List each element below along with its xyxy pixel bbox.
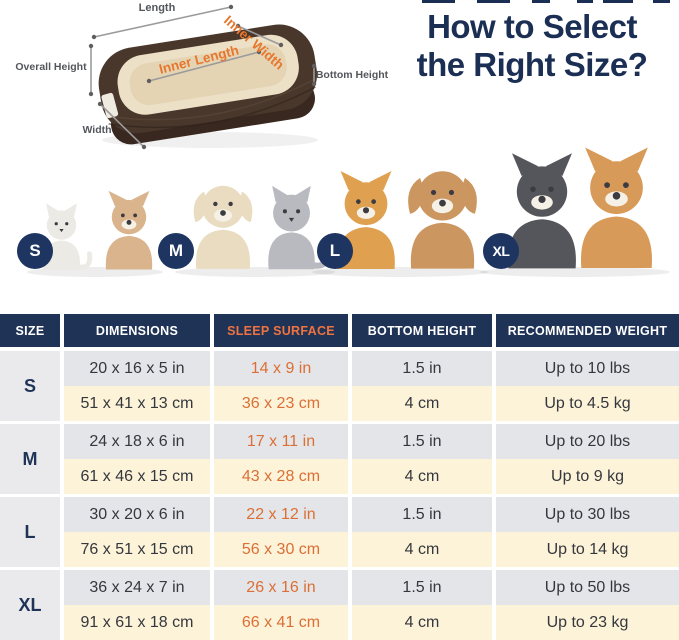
shiba-inu-icon [581, 147, 652, 269]
weight-lbs: Up to 50 lbs [496, 570, 679, 605]
page-title: How to Select the Right Size? [385, 8, 679, 83]
col-header-sleep-surface: SLEEP SURFACE [214, 314, 348, 347]
table-row-group-l: L 30 x 20 x 6 in 22 x 12 in 1.5 in Up to… [0, 497, 679, 567]
weight-kg: Up to 9 kg [496, 459, 679, 494]
bed-dimension-diagram: Length Overall Height Width Bottom Heigh… [15, 2, 389, 150]
pets-size-comparison [27, 147, 670, 277]
sleep-surface-cm: 36 x 23 cm [214, 386, 348, 421]
weight-kg: Up to 14 kg [496, 532, 679, 567]
size-badge-m: M [158, 233, 194, 269]
sleep-surface-cm: 43 x 28 cm [214, 459, 348, 494]
sleep-surface-in: 26 x 16 in [214, 570, 348, 605]
weight-kg: Up to 23 kg [496, 605, 679, 640]
table-header-row: SIZE DIMENSIONS SLEEP SURFACE BOTTOM HEI… [0, 314, 679, 347]
sleep-surface-in: 14 x 9 in [214, 351, 348, 386]
title-line-2: the Right Size? [416, 45, 648, 83]
weight-kg: Up to 4.5 kg [496, 386, 679, 421]
bottom-height-in: 1.5 in [352, 351, 492, 386]
size-label: S [0, 351, 60, 421]
dimensions-cm: 61 x 46 x 15 cm [64, 459, 210, 494]
title-line-1: How to Select [427, 8, 637, 45]
size-label: L [0, 497, 60, 567]
pet-bed-illustration [98, 24, 318, 145]
col-header-recommended-weight: RECOMMENDED WEIGHT [496, 314, 679, 347]
bottom-height-cm: 4 cm [352, 459, 492, 494]
table-row-group-xl: XL 36 x 24 x 7 in 26 x 16 in 1.5 in Up t… [0, 570, 679, 640]
weight-lbs: Up to 20 lbs [496, 424, 679, 459]
col-header-size: SIZE [0, 314, 60, 347]
bottom-height-in: 1.5 in [352, 570, 492, 605]
length-label: Length [139, 2, 176, 14]
size-label: M [0, 424, 60, 494]
col-header-bottom-height: BOTTOM HEIGHT [352, 314, 492, 347]
bottom-height-in: 1.5 in [352, 424, 492, 459]
bottom-height-cm: 4 cm [352, 605, 492, 640]
dimensions-in: 36 x 24 x 7 in [64, 570, 210, 605]
bottom-height-in: 1.5 in [352, 497, 492, 532]
dimensions-in: 24 x 18 x 6 in [64, 424, 210, 459]
bed-tag [101, 92, 119, 119]
chihuahua-icon [105, 190, 153, 270]
dimensions-in: 20 x 16 x 5 in [64, 351, 210, 386]
medium-dog-icon [193, 185, 253, 269]
size-label: XL [0, 570, 60, 640]
bottom-height-cm: 4 cm [352, 532, 492, 567]
size-table: SIZE DIMENSIONS SLEEP SURFACE BOTTOM HEI… [0, 314, 679, 640]
sleep-surface-cm: 66 x 41 cm [214, 605, 348, 640]
size-badge-l: L [317, 233, 353, 269]
size-badge-s: S [17, 233, 53, 269]
dimensions-cm: 76 x 51 x 15 cm [64, 532, 210, 567]
table-row-group-m: M 24 x 18 x 6 in 17 x 11 in 1.5 in Up to… [0, 424, 679, 494]
size-badge-xl: XL [483, 233, 519, 269]
dimensions-cm: 91 x 61 x 18 cm [64, 605, 210, 640]
width-label: Width [82, 124, 111, 136]
sleep-surface-cm: 56 x 30 cm [214, 532, 348, 567]
dimensions-cm: 51 x 41 x 13 cm [64, 386, 210, 421]
overall-height-label: Overall Height [15, 61, 87, 73]
table-row-group-s: S 20 x 16 x 5 in 14 x 9 in 1.5 in Up to … [0, 351, 679, 421]
weight-lbs: Up to 30 lbs [496, 497, 679, 532]
bottom-height-cm: 4 cm [352, 386, 492, 421]
weight-lbs: Up to 10 lbs [496, 351, 679, 386]
bottom-height-label: Bottom Height [316, 69, 389, 81]
sleep-surface-in: 17 x 11 in [214, 424, 348, 459]
beagle-icon [408, 171, 477, 269]
sleep-surface-in: 22 x 12 in [214, 497, 348, 532]
dimensions-in: 30 x 20 x 6 in [64, 497, 210, 532]
col-header-dimensions: DIMENSIONS [64, 314, 210, 347]
